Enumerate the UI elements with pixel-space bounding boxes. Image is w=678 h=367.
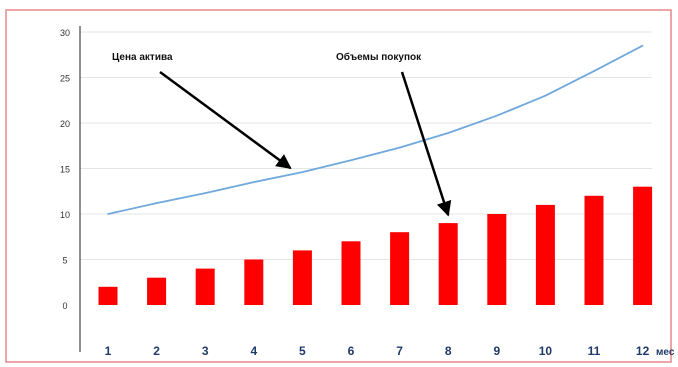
bar bbox=[292, 250, 312, 305]
bar bbox=[584, 195, 604, 305]
line-point bbox=[496, 114, 498, 117]
x-tick-labels: 1 2 3 4 5 6 7 8 9 10 11 12 мес bbox=[105, 344, 675, 358]
annotation-arrow-price bbox=[159, 70, 292, 170]
line-point bbox=[107, 213, 109, 215]
line-point bbox=[350, 159, 352, 162]
x-tick-label: 5 bbox=[299, 344, 306, 358]
y-tick-label: 5 bbox=[62, 256, 67, 266]
x-tick-label: 9 bbox=[493, 344, 500, 358]
bar bbox=[633, 186, 653, 305]
bar bbox=[487, 214, 507, 305]
bar bbox=[98, 286, 118, 305]
line-point bbox=[204, 192, 206, 194]
bar bbox=[341, 241, 361, 305]
x-tick-label: 1 bbox=[105, 344, 112, 358]
y-tick-label: 25 bbox=[60, 74, 70, 84]
line-series-price bbox=[107, 44, 644, 215]
line-point bbox=[641, 44, 644, 47]
bar bbox=[244, 259, 264, 305]
bar bbox=[195, 268, 215, 305]
x-axis-unit-label: мес bbox=[656, 347, 675, 358]
bar-series bbox=[98, 186, 653, 305]
line-point bbox=[253, 181, 255, 183]
bar bbox=[535, 204, 555, 305]
x-tick-label: 10 bbox=[539, 344, 553, 358]
chart-border bbox=[5, 9, 672, 363]
y-tick-label: 20 bbox=[60, 119, 70, 129]
line-point bbox=[593, 70, 595, 72]
line-point bbox=[544, 94, 547, 97]
line-point bbox=[155, 202, 158, 204]
x-tick-label: 2 bbox=[153, 344, 160, 358]
line-point bbox=[447, 132, 450, 134]
grid-lines bbox=[80, 31, 652, 260]
line-point bbox=[301, 171, 304, 173]
y-tick-labels: 0 5 10 15 20 25 30 bbox=[60, 28, 70, 311]
annotations: Цена актива Объемы покупок bbox=[112, 51, 452, 217]
y-tick-label: 0 bbox=[62, 301, 67, 311]
y-tick-label: 10 bbox=[60, 210, 70, 220]
bar bbox=[438, 223, 458, 305]
bar bbox=[147, 277, 167, 305]
x-tick-label: 11 bbox=[588, 344, 601, 358]
annotation-volume-label: Объемы покупок bbox=[336, 51, 422, 63]
x-tick-label: 4 bbox=[250, 344, 257, 358]
x-tick-label: 8 bbox=[445, 344, 452, 358]
x-tick-label: 3 bbox=[202, 344, 209, 358]
line-series bbox=[107, 44, 644, 215]
y-tick-label: 15 bbox=[60, 165, 70, 175]
y-tick-label: 30 bbox=[60, 28, 70, 38]
annotation-arrow-volume bbox=[400, 71, 452, 217]
bar bbox=[390, 232, 410, 305]
line-point bbox=[398, 146, 401, 149]
x-tick-label: 12 bbox=[636, 344, 650, 358]
annotation-price-label: Цена актива bbox=[112, 52, 173, 63]
x-tick-label: 6 bbox=[348, 344, 355, 358]
x-tick-label: 7 bbox=[396, 344, 403, 358]
